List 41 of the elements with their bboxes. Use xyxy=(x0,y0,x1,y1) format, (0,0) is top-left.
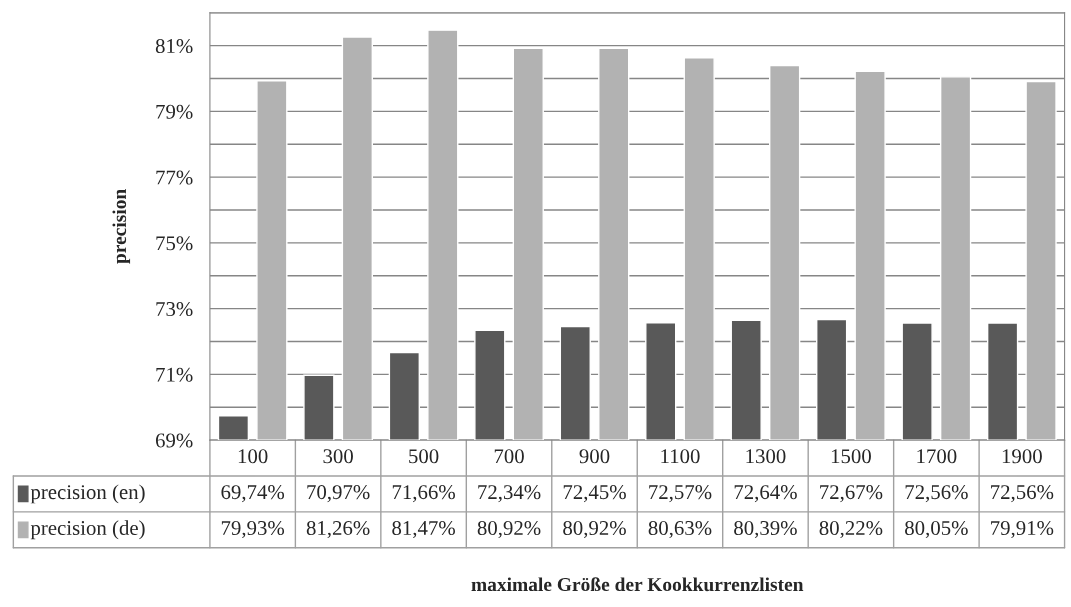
x-tick-label: 100 xyxy=(238,449,268,464)
y-tick-label: 75% xyxy=(156,236,193,251)
y-tick-label: 81% xyxy=(155,38,193,54)
x-tick-label: 1900 xyxy=(1002,449,1042,464)
y-tick-label: 73% xyxy=(156,301,193,317)
y-tick-label: 71% xyxy=(156,367,193,382)
y-axis-title: precision xyxy=(112,189,131,264)
x-tick-label: 1100 xyxy=(661,449,700,464)
data-label: 80,92% xyxy=(563,520,626,539)
data-label: 69,74% xyxy=(221,485,285,503)
y-tick-label: 77% xyxy=(156,170,193,185)
data-label: 80,05% xyxy=(905,520,968,539)
legend-label: precision (de) xyxy=(30,520,145,540)
x-tick-label: 1500 xyxy=(831,449,871,464)
data-label: 72,67% xyxy=(820,485,883,503)
x-tick-label: 1700 xyxy=(917,449,957,464)
x-tick-label: 700 xyxy=(494,449,524,464)
data-label: 71,66% xyxy=(392,485,455,503)
legend-label: precision (en) xyxy=(30,484,145,504)
y-tick-label: 79% xyxy=(156,104,193,119)
data-label: 79,93% xyxy=(221,520,285,539)
data-label: 80,63% xyxy=(648,520,712,539)
data-label: 72,56% xyxy=(991,485,1054,503)
data-label: 81,47% xyxy=(392,520,455,539)
data-label: 81,26% xyxy=(306,520,370,539)
data-label: 72,45% xyxy=(563,485,626,503)
x-tick-label: 500 xyxy=(409,449,439,464)
y-tick-label: 69% xyxy=(155,433,193,448)
data-label: 72,64% xyxy=(734,485,797,503)
data-label: 72,56% xyxy=(905,485,968,503)
x-tick-label: 900 xyxy=(579,449,610,464)
x-tick-label: 300 xyxy=(323,449,353,464)
data-label: 80,39% xyxy=(734,520,797,539)
data-label: 80,92% xyxy=(477,520,541,539)
x-tick-label: 1300 xyxy=(746,449,786,464)
data-label: 72,57% xyxy=(649,485,712,503)
data-label: 80,22% xyxy=(819,520,883,539)
text: maximale Größe der Kookkurrenzlisten xyxy=(471,577,804,592)
data-label: 79,91% xyxy=(991,520,1054,539)
data-label: 72,34% xyxy=(478,485,541,503)
data-label: 70,97% xyxy=(307,485,370,503)
